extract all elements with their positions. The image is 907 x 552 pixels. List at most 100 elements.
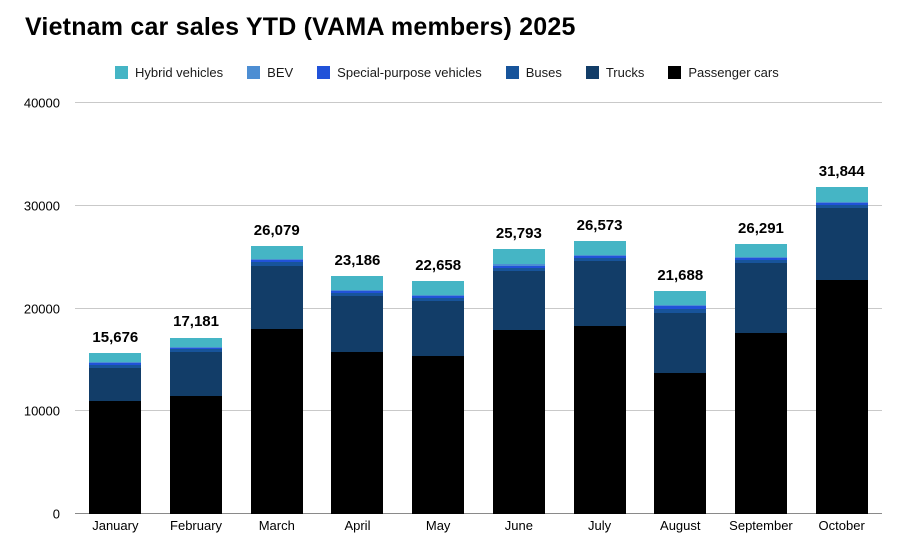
legend-label: Special-purpose vehicles (337, 65, 482, 80)
bar-segment-special-purpose-vehicles (170, 347, 223, 350)
bar-june: 25,793 (479, 103, 560, 514)
bar-segment-trucks (331, 296, 384, 352)
bar-segment-trucks (815, 208, 868, 280)
bar-total-label: 25,793 (495, 224, 542, 242)
gridline (75, 102, 882, 103)
x-tick-label: October (818, 518, 865, 533)
y-tick-label: 20000 (23, 301, 60, 316)
legend-swatch-passenger-cars (668, 66, 682, 79)
y-tick-label: 40000 (23, 95, 60, 111)
bar-segment-special-purpose-vehicles (492, 265, 545, 268)
x-tick-label: May (425, 518, 451, 533)
bar-segment-trucks (654, 312, 707, 374)
bar-segment-passenger-cars (170, 395, 223, 514)
bar-segment-hybrid-vehicles (170, 337, 223, 347)
bar-segment-passenger-cars (89, 400, 142, 514)
x-tick-label: July (588, 518, 612, 533)
bar-segment-bev (734, 256, 787, 258)
legend-label: Trucks (605, 65, 645, 80)
legend-swatch-hybrid-vehicles (115, 66, 128, 79)
x-tick-label: August (660, 518, 701, 533)
legend-item-trucks: Trucks (585, 65, 645, 80)
bar-segment-bev (412, 294, 465, 296)
bar-segment-bev (654, 305, 707, 307)
bar-segment-passenger-cars (331, 351, 384, 514)
bar-segment-hybrid-vehicles (492, 249, 545, 265)
bar-segment-trucks (492, 271, 545, 331)
bar-segment-passenger-cars (492, 330, 545, 514)
legend-label: BEV (267, 65, 294, 80)
bar-segment-special-purpose-vehicles (331, 290, 384, 293)
gridline (75, 410, 882, 412)
bar-total-label: 17,181 (173, 313, 219, 331)
bar-segment-bev (815, 201, 868, 203)
bar-segment-special-purpose-vehicles (654, 306, 707, 310)
bar-segment-buses (815, 204, 868, 209)
bar-segment-trucks (170, 352, 223, 396)
bar-segment-hybrid-vehicles (573, 241, 626, 255)
x-axis: January February March April May June July Augu… (75, 518, 882, 533)
bar-total-label: 26,079 (253, 222, 300, 240)
legend-swatch-bev (247, 66, 261, 79)
legend-item-special-purpose-vehicles: Special-purpose vehicles (317, 65, 482, 80)
x-tick-label: June (504, 518, 533, 533)
bar-segment-bev (331, 289, 384, 291)
plot-area: 15,676 17,181 26,079 23,186 22,658 25,793 26,5… (75, 102, 882, 514)
y-tick-label: 30000 (23, 198, 60, 214)
bar-segment-buses (573, 257, 626, 262)
bar-segment-buses (734, 259, 787, 263)
bar-july: 26,573 (559, 103, 640, 514)
bar-segment-trucks (412, 301, 465, 356)
bar-total-label: 21,688 (657, 267, 704, 285)
bar-segment-buses (170, 349, 223, 353)
bar-total-label: 15,676 (92, 328, 139, 346)
bar-segment-buses (412, 297, 465, 302)
bar-segment-passenger-cars (734, 333, 787, 514)
bar-segment-hybrid-vehicles (815, 186, 868, 202)
legend-label: Passenger cars (688, 65, 779, 80)
bar-october: 31,844 (801, 103, 882, 514)
bar-segment-passenger-cars (412, 355, 465, 514)
bar-total-label: 26,573 (576, 216, 623, 234)
bar-total-label: 22,658 (415, 257, 462, 275)
legend-label: Buses (525, 65, 562, 80)
bar-segment-trucks (734, 262, 787, 334)
bar-segment-passenger-cars (573, 325, 626, 514)
bar-segment-special-purpose-vehicles (250, 260, 303, 263)
bar-segment-hybrid-vehicles (734, 243, 787, 257)
y-tick-label: 10000 (23, 403, 60, 419)
bar-total-label: 31,844 (818, 162, 865, 180)
bar-segment-bev (170, 346, 223, 348)
bar-segment-bev (89, 362, 142, 363)
chart-title: Vietnam car sales YTD (VAMA members) 202… (25, 13, 576, 41)
bar-segment-special-purpose-vehicles (734, 257, 787, 260)
bar-segment-buses (250, 262, 303, 266)
y-tick-label: 0 (52, 506, 60, 522)
bar-segment-bev (250, 259, 303, 261)
bar-total-label: 26,291 (738, 219, 784, 237)
legend-item-hybrid-vehicles: Hybrid vehicles (115, 65, 223, 80)
bars-container: 15,676 17,181 26,079 23,186 22,658 25,793 26,5… (75, 103, 882, 514)
bar-segment-buses (654, 309, 707, 313)
bar-segment-special-purpose-vehicles (412, 295, 465, 298)
gridline (75, 204, 882, 206)
x-tick-label: April (344, 518, 371, 533)
bar-segment-trucks (573, 261, 626, 326)
bar-segment-hybrid-vehicles (250, 246, 303, 260)
bar-may: 22,658 (398, 103, 479, 514)
legend-swatch-special-purpose-vehicles (317, 66, 331, 79)
bar-segment-passenger-cars (250, 329, 303, 514)
gridline (75, 513, 882, 514)
x-tick-label: January (92, 518, 139, 533)
bar-segment-bev (492, 264, 545, 266)
legend-label: Hybrid vehicles (135, 65, 224, 80)
bar-segment-trucks (89, 367, 142, 401)
bar-september: 26,291 (721, 103, 802, 514)
bar-segment-passenger-cars (815, 279, 868, 514)
gridline (75, 307, 882, 309)
bar-january: 15,676 (75, 103, 156, 514)
bar-segment-hybrid-vehicles (331, 275, 384, 290)
bar-segment-special-purpose-vehicles (89, 362, 142, 365)
bar-segment-hybrid-vehicles (412, 281, 465, 295)
